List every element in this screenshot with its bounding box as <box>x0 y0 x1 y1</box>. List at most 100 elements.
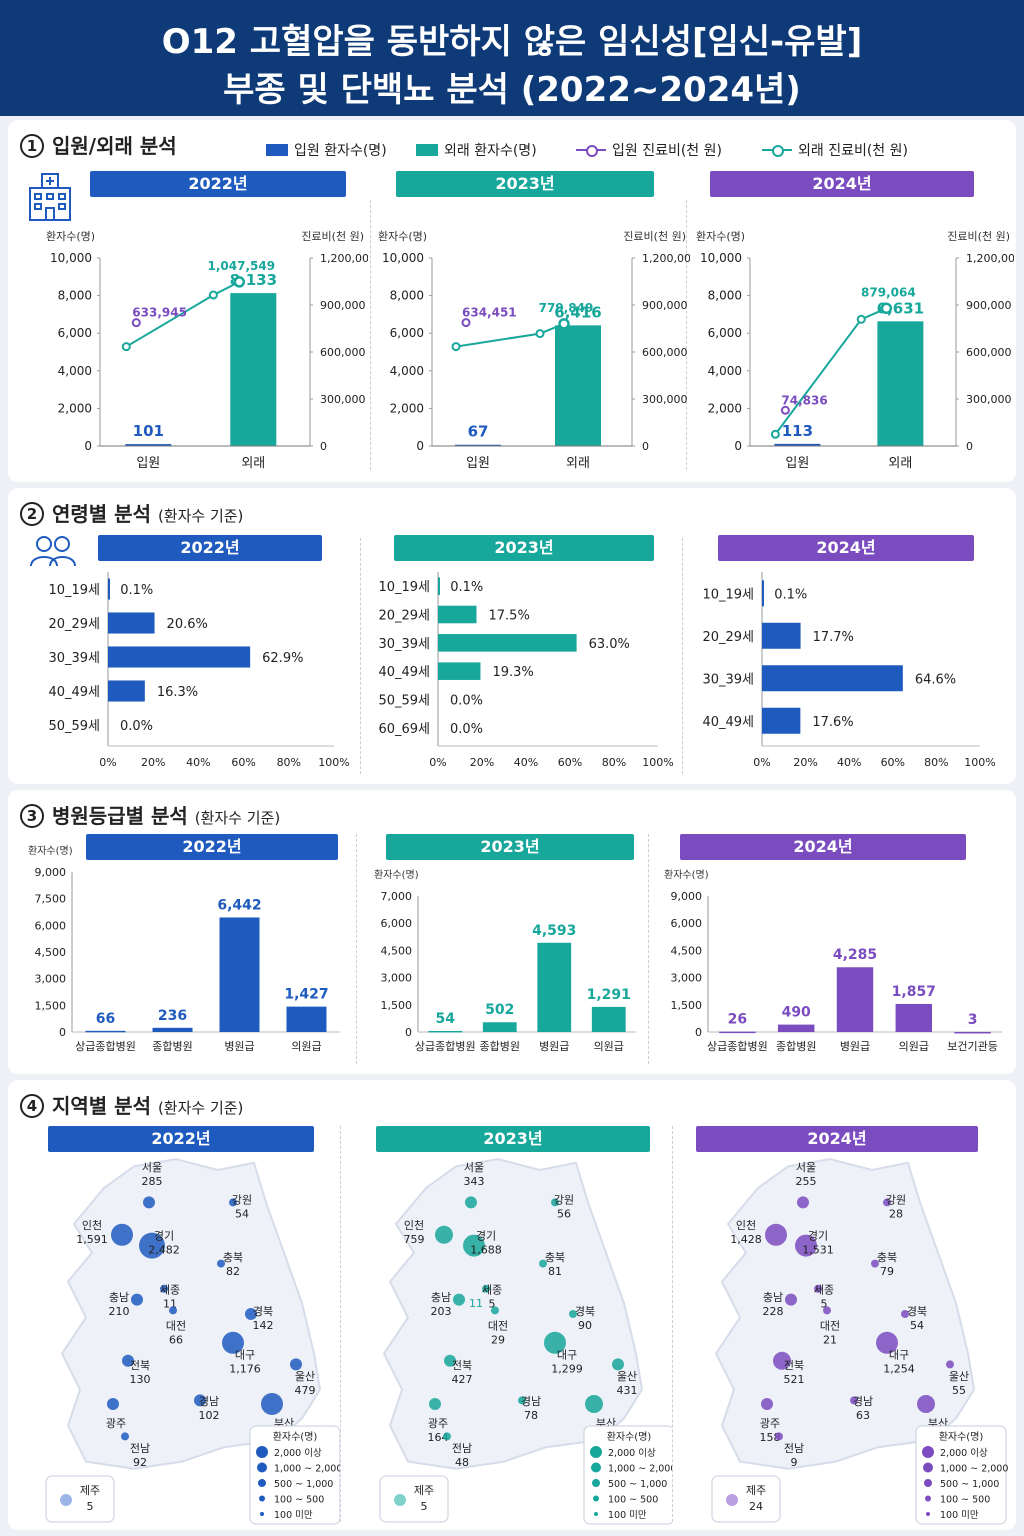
legend-in-cost-label: 입원 진료비(천 원) <box>612 143 722 159</box>
y-tick-label: 10_19세 <box>702 587 754 602</box>
region-name-label: 광주 <box>760 1417 780 1430</box>
region-bubble <box>491 1306 499 1315</box>
x-tick-label: 의원급 <box>291 1040 321 1053</box>
region-bubble <box>883 1198 891 1207</box>
x-tick-label: 입원 <box>785 456 809 471</box>
map-legend-title: 환자수(명) <box>607 1431 652 1443</box>
x-tick-label: 보건기관등 <box>947 1040 998 1053</box>
divider <box>686 200 687 470</box>
map-legend-label: 100 ~ 500 <box>274 1495 324 1506</box>
region-name-label: 대전 <box>166 1320 186 1333</box>
region-name-label: 대구 <box>889 1348 909 1361</box>
region-bubble <box>217 1259 225 1268</box>
region-bubble <box>569 1310 577 1318</box>
y-tick-label: 8,000 <box>390 289 424 303</box>
region-name-label: 경기 <box>808 1230 828 1243</box>
y2-axis-title: 진료비(천 원) <box>301 229 364 243</box>
map-legend-label: 2,000 이상 <box>608 1448 656 1459</box>
cost-line <box>455 322 565 348</box>
legend-in-cost: 입원 진료비(천 원) <box>576 140 722 160</box>
region-bubble <box>518 1396 526 1405</box>
legend-outpatient-label: 외래 환자수(명) <box>444 143 537 159</box>
x-tick-label: 40% <box>514 756 538 769</box>
map-legend-title: 환자수(명) <box>273 1431 318 1443</box>
region-bubble <box>726 1494 738 1506</box>
cost-point <box>558 318 570 330</box>
year-bar-2024: 2024년 <box>718 535 974 561</box>
cost-line <box>774 307 887 435</box>
region-bubble <box>773 1351 791 1370</box>
y-tick-label: 2,000 <box>58 401 92 415</box>
cost-point <box>780 405 790 415</box>
y2-tick-label: 900,000 <box>320 299 366 312</box>
divider <box>682 538 683 774</box>
bar <box>428 1030 463 1033</box>
map-legend-dot <box>593 1495 599 1502</box>
region-bubble <box>160 1284 168 1293</box>
region-name-label: 전북 <box>130 1359 150 1372</box>
map-legend-label: 2,000 이상 <box>274 1448 322 1459</box>
x-tick-label: 60% <box>881 756 905 769</box>
region-value-label: 81 <box>548 1265 562 1278</box>
y-tick-label: 9,000 <box>35 866 67 879</box>
map-legend-dot <box>925 1495 931 1502</box>
x-tick-label: 종합병원 <box>480 1040 520 1053</box>
cost-point <box>451 342 461 352</box>
region-value-label: 759 <box>404 1233 425 1246</box>
section3-number: 3 <box>20 804 44 828</box>
cost-value-label: 634,451 <box>462 306 517 320</box>
region-name-label: 세종 <box>814 1284 834 1297</box>
region-name-label: 인천 <box>404 1218 424 1232</box>
y2-tick-label: 600,000 <box>320 346 366 359</box>
region-name-label: 대전 <box>488 1320 508 1333</box>
region-bubble <box>245 1308 257 1320</box>
region-value-label: 228 <box>763 1305 784 1318</box>
region-bubble <box>850 1396 858 1405</box>
region-value-label: 142 <box>253 1319 274 1332</box>
bar <box>877 321 924 446</box>
bar-value-label: 0.1% <box>120 583 153 598</box>
region-name-label: 서울 <box>464 1161 484 1174</box>
region-value-label: 203 <box>431 1305 452 1318</box>
y2-tick-label: 0 <box>966 440 973 453</box>
region-name-label: 충남 <box>109 1291 129 1304</box>
bar-value-label: 0.0% <box>120 719 153 734</box>
region-value-label: 54 <box>235 1208 249 1221</box>
hospital-icon <box>29 173 71 221</box>
map-legend-dot <box>923 1462 933 1473</box>
section2-subtitle: (환자수 기준) <box>157 507 244 525</box>
section1-title-text: 입원/외래 분석 <box>52 134 177 158</box>
page-title-line2: 부종 및 단백뇨 분석 (2022~2024년) <box>223 70 801 110</box>
legend-line-purple <box>576 144 606 157</box>
region-bubble <box>544 1331 566 1354</box>
region-name-label: 경북 <box>253 1305 273 1318</box>
region-value-label: 28 <box>889 1208 903 1221</box>
region-bubble <box>765 1223 787 1246</box>
jeju-box <box>711 1475 781 1523</box>
region-value-label: 343 <box>464 1175 485 1188</box>
region-bubble <box>394 1494 406 1506</box>
region-bubble <box>111 1223 133 1246</box>
y-axis-title: 환자수(명) <box>28 845 73 857</box>
x-tick-label: 100% <box>964 756 995 769</box>
region-name-label: 전남 <box>452 1442 472 1455</box>
region-name-label: 대전 <box>820 1320 840 1333</box>
region-value-label: 48 <box>455 1456 469 1469</box>
region-value-label: 1,428 <box>730 1233 762 1246</box>
map-legend-dot <box>590 1446 602 1458</box>
region-name-label: 강원 <box>554 1194 574 1207</box>
region-value-label: 521 <box>784 1373 805 1386</box>
y-tick-label: 7,000 <box>381 890 413 903</box>
region-name-label: 제주 <box>414 1484 434 1497</box>
region-value-label: 24 <box>749 1500 763 1513</box>
x-tick-label: 40% <box>837 756 861 769</box>
y-tick-label: 6,000 <box>671 917 703 930</box>
y2-axis-title: 진료비(천 원) <box>623 229 686 243</box>
region-value-label: 255 <box>796 1175 817 1188</box>
region-name-label: 경북 <box>575 1305 595 1318</box>
age-chart-2024: 10_19세 0.1% 20_29세 17.7% 30_39세 64.6% 40_49세 17… <box>702 572 996 769</box>
region-bubble <box>143 1196 155 1209</box>
region-bubble <box>131 1293 143 1306</box>
map-legend-label: 1,000 ~ 2,000 <box>608 1464 672 1475</box>
